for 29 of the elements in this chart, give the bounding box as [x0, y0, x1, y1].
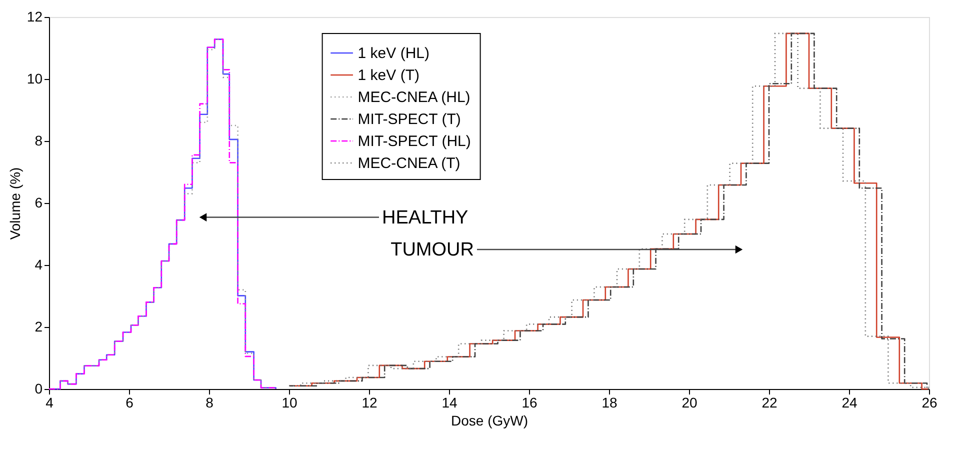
legend-label: MIT-SPECT (T) — [358, 111, 461, 128]
legend-label: MEC-CNEA (HL) — [358, 89, 470, 106]
x-axis-title: Dose (GyW) — [451, 412, 528, 428]
x-tick-label: 10 — [282, 394, 298, 410]
legend-label: 1 keV (HL) — [358, 45, 430, 62]
y-tick-label: 0 — [34, 380, 43, 396]
x-tick-label: 24 — [842, 394, 858, 410]
legend-label: 1 keV (T) — [358, 67, 420, 84]
annotation: TUMOUR — [390, 240, 474, 260]
y-tick-label: 6 — [34, 194, 43, 210]
y-axis-title: Volume (%) — [6, 167, 23, 240]
x-tick-label: 18 — [602, 394, 618, 410]
y-tick-label: 12 — [26, 8, 43, 24]
x-tick-label: 16 — [522, 394, 538, 410]
y-tick-label: 10 — [26, 70, 43, 86]
x-tick-label: 20 — [682, 394, 698, 410]
y-tick-label: 2 — [34, 318, 43, 334]
x-tick-label: 12 — [362, 394, 378, 410]
x-tick-label: 4 — [46, 394, 54, 410]
x-tick-label: 8 — [206, 394, 214, 410]
legend-label: MIT-SPECT (HL) — [358, 133, 471, 150]
x-tick-label: 6 — [126, 394, 134, 410]
y-tick-label: 8 — [34, 132, 43, 148]
legend-label: MEC-CNEA (T) — [358, 155, 460, 172]
x-tick-label: 14 — [442, 394, 458, 410]
x-tick-label: 22 — [762, 394, 778, 410]
x-tick-label: 26 — [922, 394, 938, 410]
y-tick-label: 4 — [34, 256, 43, 272]
annotation: HEALTHY — [382, 207, 469, 228]
